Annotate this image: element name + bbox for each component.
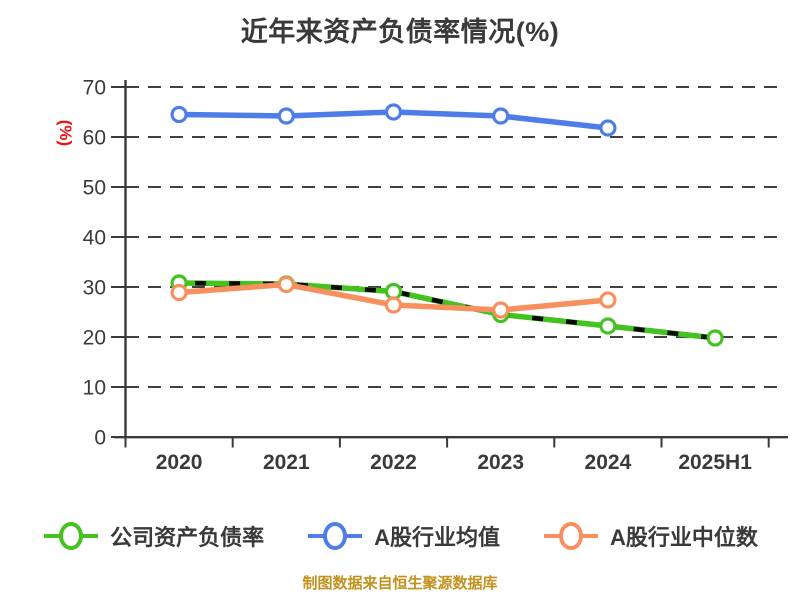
y-tick-label: 10 xyxy=(83,377,106,400)
data-point-A股行业均值-2020[interactable] xyxy=(170,105,188,124)
legend-marker-green-icon xyxy=(44,522,99,550)
data-point-公司资产负债率-2022[interactable] xyxy=(384,282,403,301)
data-point-公司资产负债率-2025H1[interactable] xyxy=(706,329,724,347)
series-line-0-black-dash-overlay xyxy=(179,280,716,341)
legend-label: A股行业中位数 xyxy=(610,525,758,550)
data-point-A股行业中位数-2020[interactable] xyxy=(170,283,188,302)
y-axis-unit-label: (%) xyxy=(56,120,75,146)
data-point-A股行业均值-2022[interactable] xyxy=(384,103,403,121)
x-tick-label: 2021 xyxy=(263,451,310,474)
line-chart: 0 10 20 30 40 50 60 70 2020 2021 2022 2023 2024 2025H… xyxy=(56,77,788,474)
y-tick-label: 60 xyxy=(83,127,106,150)
data-point-公司资产负债率-2024[interactable] xyxy=(599,317,617,335)
data-point-A股行业均值-2021[interactable] xyxy=(277,107,295,125)
legend-marker-blue-icon xyxy=(308,522,363,550)
x-tick-label: 2020 xyxy=(156,451,203,474)
legend: 公司资产负债率 A股行业均值 A股行业中位数 xyxy=(0,508,800,564)
legend-marker-orange-icon xyxy=(544,522,598,550)
data-point-A股行业均值-2024[interactable] xyxy=(599,119,617,137)
footer-data-source-note: 制图数据来自恒生聚源数据库 xyxy=(302,575,498,592)
x-tick-label: 2022 xyxy=(370,451,417,474)
legend-label: 公司资产负债率 xyxy=(110,525,265,550)
data-point-A股行业中位数-2021[interactable] xyxy=(277,275,295,294)
data-point-A股行业中位数-2022[interactable] xyxy=(384,296,403,314)
x-tick-label: 2025H1 xyxy=(678,451,752,474)
chart-title: 近年来资产负债率情况(%) xyxy=(240,17,560,47)
x-tick-label: 2024 xyxy=(585,451,632,474)
data-point-A股行业中位数-2023[interactable] xyxy=(492,301,510,319)
x-tick-label: 2023 xyxy=(477,451,524,474)
legend-item-industry-mean[interactable]: A股行业均值 xyxy=(306,519,500,553)
data-point-A股行业均值-2023[interactable] xyxy=(492,107,510,125)
legend-label: A股行业均值 xyxy=(374,525,500,550)
y-tick-label: 30 xyxy=(83,277,106,300)
legend-item-industry-median[interactable]: A股行业中位数 xyxy=(542,519,758,553)
y-tick-label: 20 xyxy=(83,327,106,350)
y-tick-label: 50 xyxy=(83,177,106,200)
y-tick-label: 70 xyxy=(83,77,106,100)
y-tick-label: 0 xyxy=(94,427,106,450)
data-point-A股行业中位数-2024[interactable] xyxy=(599,291,617,309)
legend-item-company-ratio[interactable]: 公司资产负债率 xyxy=(42,519,264,553)
y-tick-label: 40 xyxy=(83,227,106,250)
